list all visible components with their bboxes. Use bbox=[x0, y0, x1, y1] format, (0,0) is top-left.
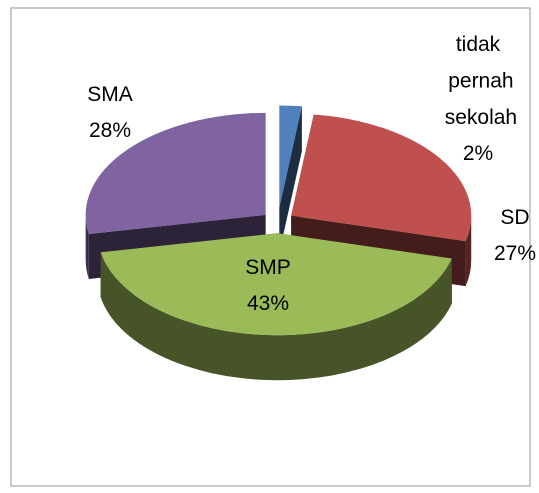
category-label-line: SD bbox=[500, 206, 529, 229]
slice-side bbox=[100, 252, 452, 381]
value-label: 43% bbox=[247, 292, 289, 315]
slice bbox=[85, 112, 266, 234]
slice bbox=[279, 105, 302, 208]
value-label: 27% bbox=[494, 242, 536, 265]
category-label-line: tidak bbox=[456, 33, 501, 56]
category-label: SMA bbox=[87, 83, 133, 106]
value-label: 28% bbox=[89, 119, 131, 142]
category-label-line: sekolah bbox=[439, 106, 517, 129]
slice-edge bbox=[279, 106, 302, 253]
category-label: tidak pernah sekolah bbox=[439, 33, 517, 129]
frame bbox=[10, 7, 531, 487]
category-label: SD bbox=[500, 206, 529, 229]
category-label: SMP bbox=[245, 256, 291, 279]
slice-side bbox=[465, 215, 472, 287]
category-label-line: SMP bbox=[245, 256, 291, 279]
category-label-line: SMA bbox=[87, 83, 133, 106]
slice bbox=[100, 233, 452, 336]
slice-side bbox=[85, 214, 89, 279]
value-label: 2% bbox=[463, 142, 493, 165]
slice bbox=[291, 114, 472, 242]
category-label-line: pernah bbox=[442, 69, 513, 92]
